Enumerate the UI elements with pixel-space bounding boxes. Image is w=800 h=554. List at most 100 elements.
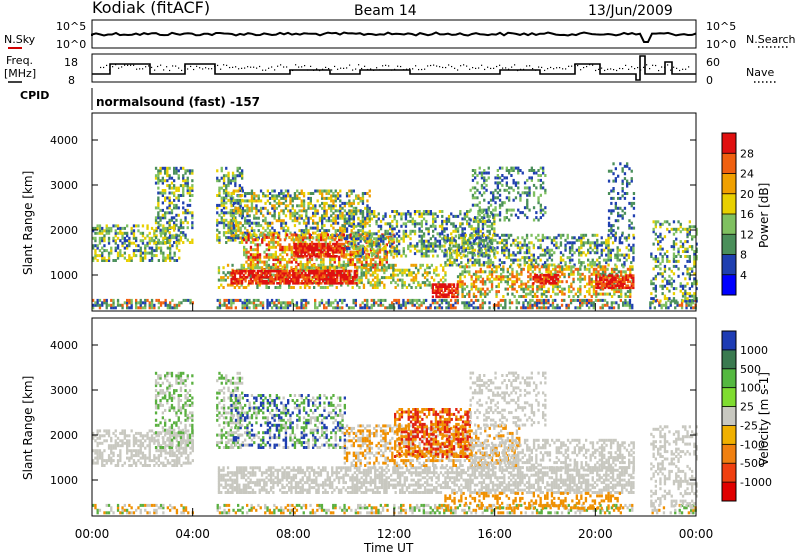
power-cell: [258, 283, 261, 287]
power-cell: [298, 229, 301, 233]
power-cell: [550, 253, 554, 257]
power-cell: [278, 219, 281, 223]
power-cell: [302, 229, 306, 233]
power-cell: [370, 247, 374, 251]
power-cell: [614, 204, 617, 208]
power-cell: [629, 290, 632, 294]
power-cell: [372, 265, 375, 269]
power-cell: [681, 292, 685, 296]
power-cell: [369, 268, 372, 272]
power-cell: [524, 292, 528, 296]
power-cell: [551, 306, 555, 310]
power-cell: [327, 229, 331, 233]
power-cell: [429, 237, 432, 241]
power-cell: [695, 232, 698, 236]
power-cell: [535, 303, 539, 307]
power-cell: [615, 290, 618, 294]
power-cell: [265, 266, 268, 270]
power-cell: [334, 306, 337, 310]
power-cell: [526, 198, 529, 202]
power-cell: [384, 214, 387, 218]
power-cell: [395, 254, 399, 258]
power-cell: [94, 251, 97, 255]
power-cell: [247, 266, 250, 270]
power-cell: [466, 254, 469, 258]
power-cell: [382, 234, 385, 238]
power-cell: [232, 192, 235, 195]
power-cell: [532, 253, 535, 257]
power-cell: [296, 211, 299, 215]
power-cell: [416, 249, 419, 253]
power-cell: [613, 282, 616, 286]
power-cell: [579, 277, 582, 281]
power-cell: [545, 295, 548, 298]
power-cell: [413, 222, 417, 226]
power-cell: [267, 243, 271, 247]
power-cell: [500, 280, 503, 284]
power-cell: [454, 227, 457, 231]
power-cell: [469, 218, 472, 222]
power-cell: [675, 255, 678, 258]
power-cell: [484, 295, 487, 298]
power-cell: [325, 301, 328, 305]
power-cell: [432, 244, 435, 248]
power-cell: [481, 222, 485, 226]
power-cell: [238, 184, 241, 188]
power-cell: [505, 211, 508, 215]
power-cell: [139, 231, 142, 235]
power-cell: [436, 232, 439, 236]
power-cell: [512, 251, 515, 255]
power-cell: [434, 298, 437, 302]
power-cell: [497, 277, 500, 281]
power-cell: [456, 275, 460, 279]
power-cell: [432, 249, 435, 253]
power-cell: [670, 299, 673, 303]
power-cell: [256, 243, 259, 247]
power-cell: [246, 192, 249, 195]
power-cell: [310, 266, 313, 270]
power-cell: [242, 276, 245, 280]
power-cell: [607, 192, 611, 195]
power-cell: [422, 301, 425, 305]
power-cell: [220, 216, 223, 220]
power-cell: [487, 256, 490, 260]
power-cell: [609, 256, 612, 260]
power-cell: [476, 236, 479, 240]
power-cell: [474, 176, 477, 180]
power-cell: [304, 301, 308, 305]
power-cell: [284, 234, 288, 238]
power-cell: [182, 194, 185, 197]
power-cell: [518, 295, 521, 298]
power-cell: [477, 306, 480, 310]
power-cell: [170, 211, 174, 215]
power-cell: [693, 294, 696, 298]
power-cell: [494, 176, 497, 180]
power-cell: [421, 281, 424, 285]
power-cell: [425, 239, 428, 243]
power-cell: [378, 260, 382, 264]
power-cell: [574, 298, 577, 302]
power-cell: [348, 204, 351, 208]
power-cell: [338, 238, 341, 242]
power-cell: [531, 295, 534, 298]
power-cell: [290, 266, 293, 270]
power-cell: [239, 231, 242, 235]
power-cell: [361, 210, 365, 213]
power-cell: [314, 209, 317, 213]
power-cell: [264, 221, 267, 225]
power-cell: [295, 238, 298, 242]
power-cell: [278, 194, 281, 198]
power-cell: [593, 261, 597, 265]
power-cell: [554, 298, 557, 302]
power-cell: [383, 265, 386, 269]
power-cell: [116, 256, 120, 260]
power-cell: [334, 194, 337, 198]
power-cell: [510, 169, 513, 172]
power-cell: [547, 306, 550, 310]
power-cell: [266, 306, 269, 310]
power-cell: [471, 263, 474, 267]
power-cell: [349, 255, 352, 259]
power-cell: [359, 252, 362, 256]
power-cell: [505, 169, 508, 172]
power-cell: [310, 240, 314, 244]
